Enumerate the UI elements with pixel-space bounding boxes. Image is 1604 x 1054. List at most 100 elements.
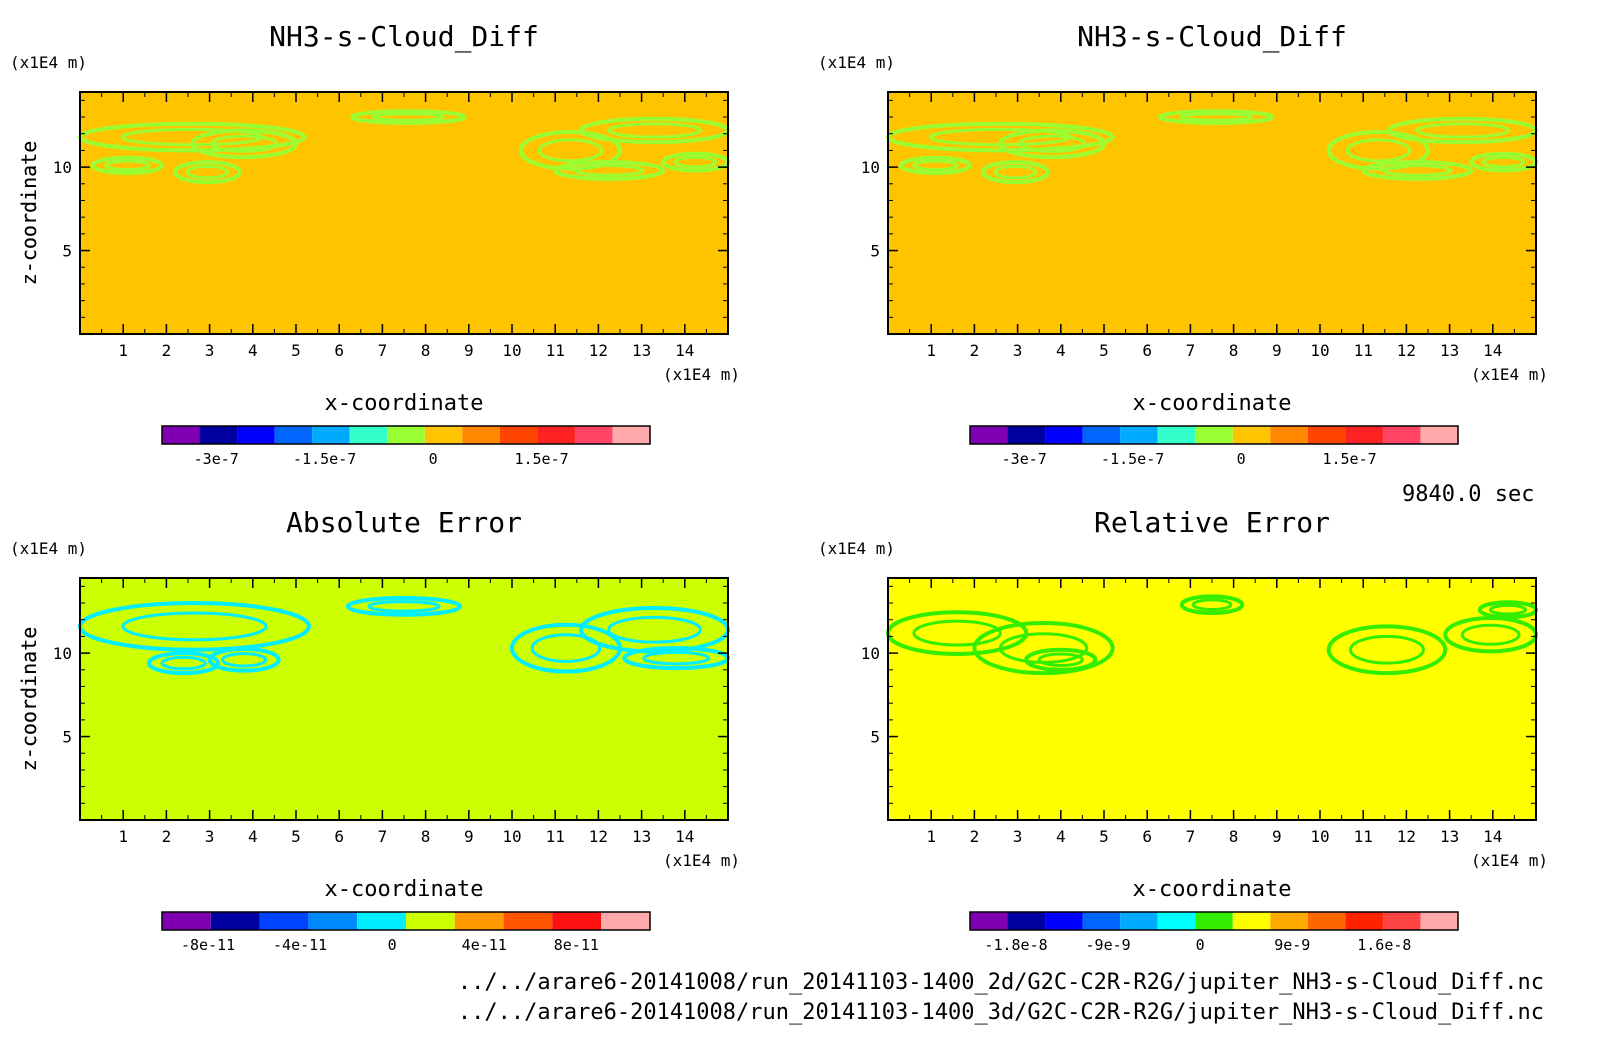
colorbar-swatch (1157, 912, 1196, 930)
x-tick-label: 14 (675, 827, 694, 846)
colorbar-swatch (1157, 426, 1196, 444)
colorbar-swatch (1270, 912, 1308, 930)
colorbar-swatch (1045, 426, 1083, 444)
x-tick-label: 7 (1186, 341, 1196, 360)
feature-region (1488, 603, 1527, 616)
chart-title: Absolute Error (286, 506, 522, 539)
colorbar-tick-label: -3e-7 (194, 450, 239, 468)
colorbar-tick-label: 0 (1237, 450, 1246, 468)
feature-region (607, 122, 702, 139)
feature-region (160, 655, 207, 671)
x-tick-label: 7 (378, 827, 388, 846)
feature-region (1460, 623, 1521, 646)
x-unit-label: (x1E4 m) (1471, 851, 1548, 870)
colorbar-swatch (1382, 426, 1421, 444)
y-tick-label: 5 (870, 728, 880, 747)
colorbar-tick-label: 0 (388, 936, 397, 954)
chart-title: Relative Error (1094, 506, 1330, 539)
x-tick-label: 4 (1056, 341, 1066, 360)
colorbar-swatch (259, 912, 309, 930)
colorbar-swatch (387, 426, 425, 444)
feature-region (207, 646, 281, 673)
y-unit-label: (x1E4 m) (10, 539, 87, 558)
feature-region (1415, 122, 1510, 139)
colorbar-tick-label: -3e-7 (1002, 450, 1047, 468)
colorbar-swatch (462, 426, 500, 444)
y-axis-label: z-coordinate (17, 627, 41, 772)
x-tick-label: 9 (1272, 827, 1282, 846)
feature-region (607, 615, 702, 644)
x-tick-label: 13 (1440, 341, 1459, 360)
colorbar-swatch (970, 426, 1008, 444)
x-tick-label: 4 (248, 827, 258, 846)
y-axis-label: z-coordinate (17, 141, 41, 286)
colorbar-tick-label: -1.8e-8 (984, 936, 1047, 954)
y-tick-label: 10 (53, 158, 72, 177)
y-unit-label: (x1E4 m) (10, 53, 87, 72)
colorbar-swatch (970, 912, 1008, 930)
chart-panel-1: 1 2 3 4 5 6 7 8 9 10 11 12 13 14510NH3-s-Cloud_Diff(x… (10, 20, 740, 468)
x-axis-label: x-coordinate (325, 877, 484, 902)
x-tick-label: 1 (926, 827, 936, 846)
x-tick-label: 12 (589, 827, 608, 846)
x-tick-label: 13 (632, 341, 651, 360)
colorbar-swatch (1232, 426, 1271, 444)
colorbar-swatch (1382, 912, 1421, 930)
feature-region (1191, 598, 1233, 611)
feature-region (1037, 652, 1084, 668)
colorbar-tick-label: 9e-9 (1274, 936, 1310, 954)
x-tick-label: 9 (464, 341, 474, 360)
x-tick-label: 4 (248, 341, 258, 360)
colorbar-tick-label: 4e-11 (462, 936, 507, 954)
feature-region (1361, 160, 1474, 181)
colorbar-tick-label: -1.5e-7 (293, 450, 356, 468)
x-tick-label: 8 (421, 341, 431, 360)
x-tick-label: 8 (1229, 827, 1239, 846)
x-tick-label: 10 (1310, 341, 1329, 360)
x-tick-label: 6 (334, 827, 344, 846)
feature-region (90, 155, 165, 175)
x-tick-label: 5 (1099, 827, 1109, 846)
x-tick-label: 8 (1229, 341, 1239, 360)
x-tick-label: 9 (464, 827, 474, 846)
feature-region (1381, 164, 1453, 177)
x-tick-label: 9 (1272, 341, 1282, 360)
x-tick-label: 2 (970, 341, 980, 360)
feature-region (104, 159, 151, 172)
colorbar-swatch (1270, 426, 1308, 444)
x-tick-label: 6 (1142, 827, 1152, 846)
x-tick-label: 12 (1397, 341, 1416, 360)
colorbar-tick-label: 0 (1196, 936, 1205, 954)
feature-region (147, 651, 221, 676)
colorbar-swatch (454, 912, 504, 930)
chart-title: NH3-s-Cloud_Diff (269, 20, 539, 54)
x-tick-label: 14 (1483, 827, 1502, 846)
time-stamp: 9840.0 sec (1402, 482, 1535, 507)
feature-region (1024, 647, 1098, 672)
feature-region (190, 128, 299, 160)
x-tick-label: 1 (926, 341, 936, 360)
plot-field (80, 92, 728, 334)
x-tick-label: 6 (1142, 341, 1152, 360)
colorbar-swatch (503, 912, 553, 930)
colorbar-swatch (357, 912, 406, 930)
colorbar-tick-label: -8e-11 (181, 936, 235, 954)
feature-region (367, 600, 441, 613)
x-tick-label: 2 (162, 827, 172, 846)
x-tick-label: 11 (546, 827, 565, 846)
colorbar-swatch (237, 426, 275, 444)
colorbar-swatch (308, 912, 358, 930)
colorbar-frame (161, 425, 651, 445)
colorbar-swatch (274, 426, 313, 444)
colorbar-frame (969, 911, 1459, 931)
colorbar-swatch (499, 426, 538, 444)
x-tick-label: 12 (1397, 827, 1416, 846)
colorbar-swatch (1007, 912, 1046, 930)
footer-path-2d: ../../arare6-20141008/run_20141103-1400_… (457, 970, 1544, 995)
x-tick-label: 10 (502, 827, 521, 846)
x-unit-label: (x1E4 m) (1471, 365, 1548, 384)
x-tick-label: 10 (1310, 827, 1329, 846)
colorbar-frame (161, 911, 651, 931)
y-tick-label: 5 (62, 242, 72, 261)
footer-path-3d: ../../arare6-20141008/run_20141103-1400_… (457, 1000, 1544, 1025)
